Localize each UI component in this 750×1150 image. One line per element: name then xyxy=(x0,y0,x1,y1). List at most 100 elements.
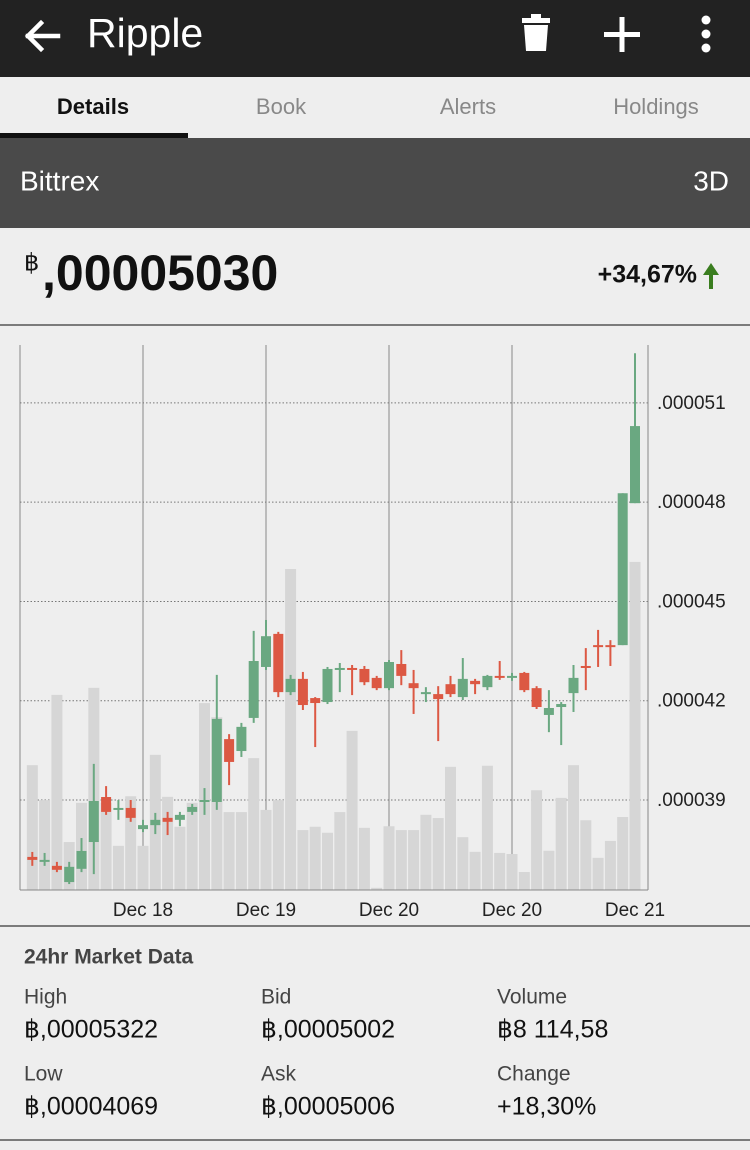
price-change: +34,67% xyxy=(598,261,697,289)
back-arrow xyxy=(24,19,61,53)
tab[interactable]: Details xyxy=(57,94,129,119)
period[interactable]: 3D xyxy=(693,165,729,196)
stat-label: Ask xyxy=(261,1063,297,1086)
volume-bar xyxy=(174,826,186,890)
candle-body xyxy=(285,678,296,693)
candle-body xyxy=(76,850,87,869)
candle-body xyxy=(27,856,38,860)
candle-body xyxy=(224,739,235,762)
y-tick-label: .000051 xyxy=(657,393,726,414)
add-button[interactable] xyxy=(604,17,640,52)
candle-body xyxy=(64,866,75,883)
candle-body xyxy=(187,806,198,812)
candle-body xyxy=(310,698,321,704)
app-bar xyxy=(0,0,750,77)
trash-body xyxy=(524,25,548,51)
volume-bar xyxy=(235,812,247,890)
volume-bar xyxy=(260,809,272,890)
exchange-bar xyxy=(0,138,750,228)
delete-button[interactable] xyxy=(522,14,550,51)
y-tick-label: .000045 xyxy=(657,591,726,612)
volume-bar xyxy=(346,730,358,890)
volume-bar xyxy=(51,694,63,890)
candle-body xyxy=(445,684,456,695)
candle-body xyxy=(543,708,554,715)
candle-body xyxy=(420,692,431,695)
volume-bar xyxy=(432,818,444,890)
candle-body xyxy=(457,678,468,698)
stat-value: ฿,00005002 xyxy=(261,1016,395,1044)
exchange-name[interactable]: Bittrex xyxy=(20,165,99,196)
volume-bar xyxy=(445,766,456,890)
volume-bar xyxy=(272,800,284,890)
volume-bar xyxy=(26,765,38,890)
volume-bar xyxy=(617,816,629,890)
volume-bar xyxy=(420,814,432,890)
candle-body xyxy=(211,718,222,802)
candle-body xyxy=(519,672,530,691)
candle-body xyxy=(593,645,604,648)
x-tick-label: Dec 20 xyxy=(482,900,542,921)
x-tick-label: Dec 19 xyxy=(236,900,296,921)
volume-bar xyxy=(531,790,543,890)
more-button[interactable] xyxy=(701,15,711,53)
stat-label: Bid xyxy=(261,986,291,1009)
tab-indicator xyxy=(0,133,188,138)
candle-body xyxy=(371,677,382,689)
volume-bar xyxy=(604,840,616,890)
volume-bar xyxy=(543,850,555,890)
volume-bar xyxy=(580,820,592,890)
dot xyxy=(701,15,711,25)
volume-bar xyxy=(481,765,493,890)
candle-body xyxy=(174,814,185,820)
volume-bar xyxy=(494,852,506,890)
tab[interactable]: Holdings xyxy=(613,94,699,119)
volume-bar xyxy=(334,812,346,890)
volume-bar xyxy=(39,800,51,890)
candle-body xyxy=(125,807,136,818)
volume-bar xyxy=(137,845,149,890)
volume-bar xyxy=(371,887,383,890)
plus-icon xyxy=(604,17,640,52)
candle-body xyxy=(248,661,259,718)
volume-bar xyxy=(248,758,260,890)
tab[interactable]: Alerts xyxy=(440,94,496,119)
tab[interactable]: Book xyxy=(256,94,307,119)
stat-value: +18,30% xyxy=(497,1093,596,1121)
section-title: 24hr Market Data xyxy=(24,946,194,969)
volume-bar xyxy=(322,832,333,890)
volume-bar xyxy=(223,812,235,890)
x-tick-label: Dec 21 xyxy=(605,900,665,921)
candle-body xyxy=(199,799,210,802)
candle-body xyxy=(273,633,284,693)
stat-value: ฿,00004069 xyxy=(24,1093,158,1121)
stat-label: High xyxy=(24,986,67,1009)
stat-value: ฿8 114,58 xyxy=(497,1016,608,1044)
volume-bar xyxy=(506,854,518,890)
stat-label: Low xyxy=(24,1063,63,1086)
back-button[interactable] xyxy=(24,19,61,53)
stat-value: ฿,00005006 xyxy=(261,1093,395,1121)
price: ,00005030 xyxy=(42,245,278,301)
trash-handle xyxy=(531,14,541,19)
candle-body xyxy=(630,426,640,504)
candle-body xyxy=(297,678,308,706)
volume-bar xyxy=(100,802,112,890)
volume-bar xyxy=(518,872,530,890)
candle-body xyxy=(334,667,345,670)
market-data: High ฿,00005322 Bid ฿,00005002 Volume ฿8 114,… xyxy=(24,986,608,1121)
candle-body xyxy=(605,645,616,648)
candle-body xyxy=(359,668,370,683)
volume-bar xyxy=(592,857,604,890)
candle-body xyxy=(408,683,419,689)
tab-bar xyxy=(0,77,750,138)
candle-body xyxy=(322,668,333,703)
candle-body xyxy=(39,859,50,862)
volume-bar xyxy=(309,826,321,890)
y-tick-label: .000039 xyxy=(657,790,726,811)
volume-bar xyxy=(358,827,370,890)
candle-body xyxy=(433,694,444,700)
volume-bar xyxy=(629,561,641,890)
dot xyxy=(701,29,711,39)
